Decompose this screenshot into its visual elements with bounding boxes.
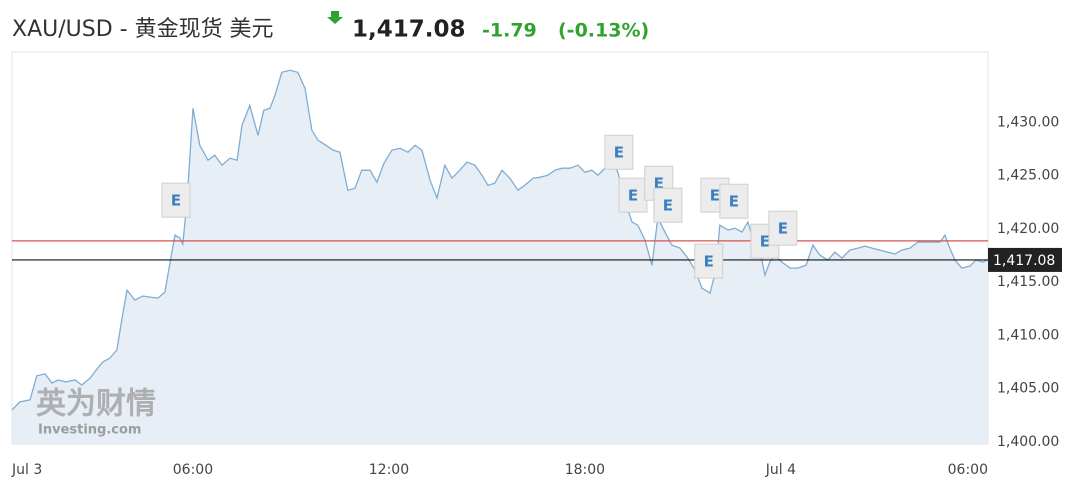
event-box (618, 177, 648, 213)
watermark-brand: 英为财情 (36, 387, 156, 422)
x-tick-label: 18:00 (565, 462, 605, 478)
y-tick-label: 1,425.00 (997, 168, 1059, 184)
plot-area (11, 69, 989, 445)
event-box (694, 243, 724, 279)
x-tick-label: 12:00 (369, 462, 409, 478)
x-tick-label: Jul 4 (765, 462, 796, 478)
x-tick-label: 06:00 (173, 462, 213, 478)
symbol-title: XAU/USD - 黄金现货 美元 (12, 17, 274, 42)
y-tick-label: 1,415.00 (997, 274, 1059, 290)
change-pct: (-0.13%) (558, 20, 649, 42)
event-label: E (710, 187, 720, 205)
y-tick-label: 1,430.00 (997, 114, 1059, 130)
event-box (161, 182, 191, 218)
change: -1.79 (482, 20, 537, 42)
x-tick-label: 06:00 (948, 462, 988, 478)
y-tick-label: 1,400.00 (997, 434, 1059, 450)
y-tick-label: 1,410.00 (997, 327, 1059, 343)
down-arrow-icon (327, 11, 343, 24)
event-label: E (171, 192, 181, 210)
y-tick-label: 1,405.00 (997, 381, 1059, 397)
event-label: E (654, 175, 664, 193)
event-label: E (760, 233, 770, 251)
event-label: E (704, 253, 714, 271)
event-label: E (614, 144, 624, 162)
last-price-box (988, 247, 1062, 272)
x-tick-label: Jul 3 (11, 462, 42, 478)
area-fill (12, 70, 988, 445)
price-line (11, 69, 989, 411)
event-label: E (663, 197, 673, 215)
event-box (719, 183, 749, 219)
watermark-site: Investing.com (38, 423, 141, 438)
y-tick-label: 1,420.00 (997, 221, 1059, 237)
event-box (653, 187, 683, 223)
event-label: E (729, 193, 739, 211)
last-price-label: 1,417.08 (993, 253, 1055, 269)
event-box (768, 210, 798, 246)
event-label: E (778, 220, 788, 238)
event-box (604, 134, 634, 170)
event-label: E (628, 187, 638, 205)
price: 1,417.08 (352, 17, 466, 43)
